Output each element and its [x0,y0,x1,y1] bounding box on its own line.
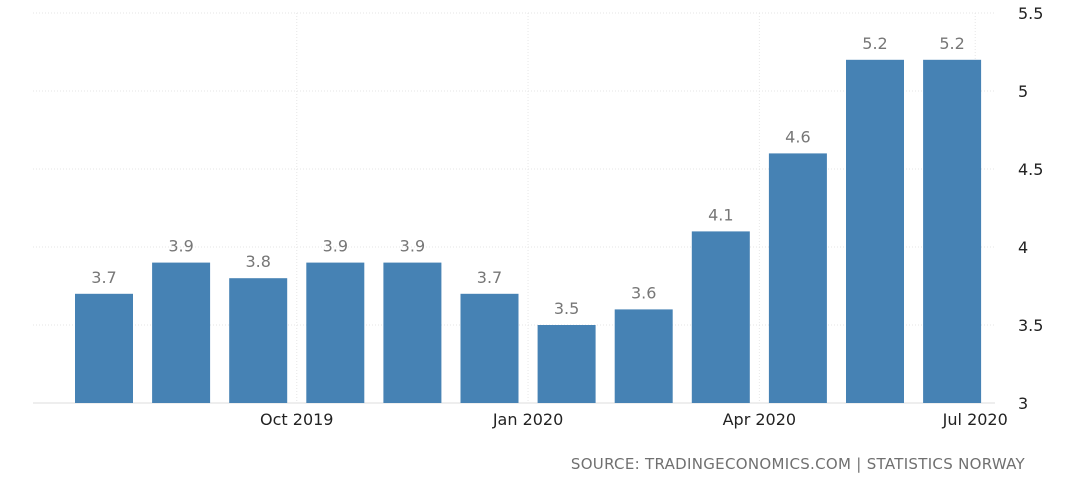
bar [306,262,365,403]
x-tick-label: Jan 2020 [492,410,563,429]
bar-data-label: 3.7 [91,268,116,287]
source-note: SOURCE: TRADINGECONOMICS.COM | STATISTIC… [570,455,1025,473]
x-axis-ticks: Oct 2019 Jan 2020 Apr 2020 Jul 2020 [260,410,1008,429]
y-tick-label: 4.5 [1018,160,1043,179]
data-labels: 3.7 3.9 3.8 3.9 3.9 3.7 3.5 3.6 4.1 4.6 5.2 5.2 [91,34,965,318]
y-tick-label: 3.5 [1018,316,1043,335]
bar-data-label: 3.7 [477,268,502,287]
bar-data-label: 4.1 [708,205,733,224]
bar [846,59,904,404]
bar-data-label: 4.6 [785,127,810,146]
bar-data-label: 3.5 [554,299,579,318]
bar-data-label: 5.2 [862,34,887,53]
y-axis-ticks: 3 3.5 4 4.5 5 5.5 [1018,4,1043,413]
bar [923,59,982,404]
x-tick-label: Oct 2019 [260,410,333,429]
y-tick-label: 5 [1018,82,1028,101]
bar [75,293,133,403]
bar-data-label: 3.6 [631,283,656,302]
bar-data-label: 5.2 [939,34,964,53]
bar [614,309,673,403]
bar-data-label: 3.9 [400,237,425,256]
bar [229,278,288,403]
bar [537,325,596,403]
x-tick-label: Jul 2020 [942,410,1008,429]
y-tick-label: 5.5 [1018,4,1043,23]
bar [152,262,211,403]
bar [768,153,827,403]
bar-data-label: 3.8 [245,252,270,271]
x-tick-label: Apr 2020 [723,410,796,429]
bars [75,59,982,404]
y-tick-label: 3 [1018,394,1028,413]
bar-data-label: 3.9 [168,237,193,256]
bar-data-label: 3.9 [323,237,348,256]
y-tick-label: 4 [1018,238,1028,257]
bar [460,293,519,403]
bar [383,262,442,403]
bar [691,231,750,403]
